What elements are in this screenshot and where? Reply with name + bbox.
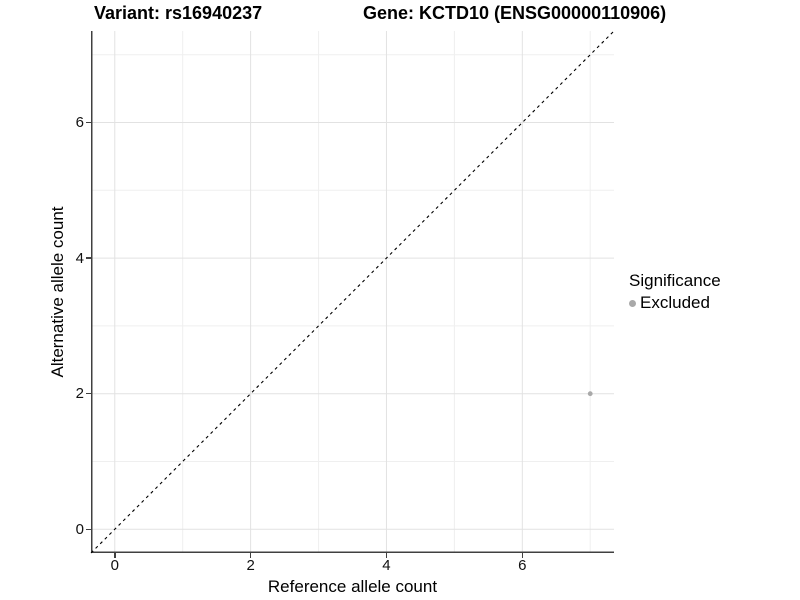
- legend-entry-label: Excluded: [640, 293, 710, 312]
- x-tick-label: 2: [246, 557, 255, 574]
- plot-panel: [90, 30, 615, 554]
- x-tick-mark: [114, 553, 116, 558]
- y-tick-label: 0: [75, 520, 84, 538]
- legend: Significance Excluded: [629, 271, 721, 313]
- y-tick-mark: [86, 257, 91, 259]
- legend-point-icon: [629, 299, 636, 307]
- x-tick-label: 0: [110, 557, 119, 574]
- y-tick-mark: [86, 121, 91, 124]
- y-tick-mark: [86, 392, 91, 395]
- plot-title-gene: Gene: KCTD10 (ENSG00000110906): [363, 3, 667, 23]
- data-point: [587, 391, 593, 397]
- identity-line: [90, 30, 615, 554]
- y-axis-title: Alternative allele count: [48, 206, 67, 378]
- y-tick-mark: [86, 528, 91, 531]
- x-tick-mark: [249, 553, 252, 558]
- x-tick-mark: [385, 553, 388, 558]
- x-tick-label: 6: [518, 557, 527, 574]
- y-tick-label: 2: [75, 385, 84, 403]
- plot-canvas: [90, 30, 615, 554]
- x-tick-label: 4: [382, 557, 391, 574]
- x-tick-mark: [521, 553, 524, 558]
- y-tick-label: 4: [75, 249, 84, 267]
- legend-entry-excluded: Excluded: [629, 293, 721, 313]
- x-axis-title: Reference allele count: [267, 577, 438, 596]
- plot-title-variant: Variant: rs16940237: [94, 3, 263, 23]
- y-tick-label: 6: [75, 114, 84, 132]
- legend-title: Significance: [629, 271, 721, 290]
